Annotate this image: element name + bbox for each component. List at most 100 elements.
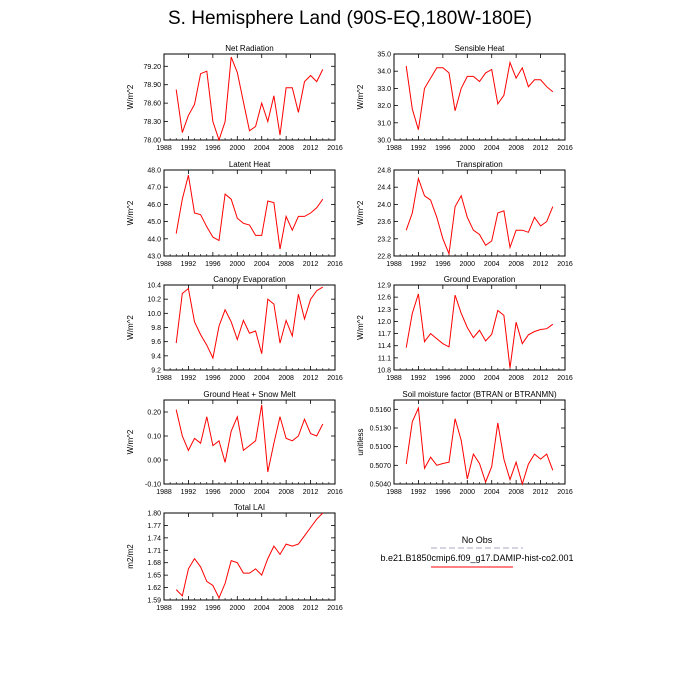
x-tick-label: 1992: [181, 605, 197, 612]
x-tick-label: 2012: [303, 145, 319, 152]
x-tick-label: 1992: [181, 145, 197, 152]
plot-frame: [393, 284, 566, 371]
y-tick-label: 1.68: [147, 560, 161, 567]
x-tick-label: 2008: [278, 605, 294, 612]
y-tick-label: 1.74: [147, 535, 161, 542]
y-axis-label: W/m^2: [356, 315, 365, 340]
x-tick-label: 2000: [459, 261, 475, 268]
x-tick-label: 2008: [508, 145, 524, 152]
y-tick-label: -0.10: [145, 482, 161, 489]
figure-title: S. Hemisphere Land (90S-EQ,180W-180E): [168, 8, 532, 29]
x-tick-label: 2012: [533, 145, 549, 152]
x-tick-label: 2008: [508, 375, 524, 382]
panel-title: Soil moisture factor (BTRAN or BTRANMN): [402, 390, 557, 399]
y-tick-label: 0.00: [147, 458, 161, 465]
panel-title: Net Radiation: [225, 44, 273, 53]
x-tick-label: 1996: [435, 261, 451, 268]
y-axis-label: W/m^2: [126, 429, 135, 454]
y-tick-label: 24.0: [377, 202, 391, 209]
y-tick-label: 10.2: [147, 297, 161, 304]
x-tick-label: 2004: [254, 375, 270, 382]
panel-title: Sensible Heat: [455, 44, 506, 53]
y-tick-label: 78.00: [143, 138, 161, 145]
y-tick-label: 0.5100: [370, 444, 392, 451]
y-tick-label: 35.0: [377, 52, 391, 59]
y-tick-label: 24.4: [377, 185, 391, 192]
y-tick-label: 1.65: [147, 573, 161, 580]
panel-net-radiation: Net Radiation 1988 1992 1996 2000 2004 2008 201…: [126, 44, 343, 152]
y-tick-label: 0.10: [147, 434, 161, 441]
y-tick-label: 1.80: [147, 511, 161, 518]
y-axis-label: unitless: [356, 428, 365, 455]
y-tick-label: 9.6: [151, 339, 161, 346]
panel-title: Total LAI: [234, 503, 265, 512]
x-tick-label: 2000: [229, 375, 245, 382]
y-tick-label: 34.0: [377, 69, 391, 76]
panel-title: Canopy Evaporation: [213, 275, 286, 284]
y-tick-label: 10.0: [147, 311, 161, 318]
y-tick-label: 23.6: [377, 219, 391, 226]
panel-ground-evaporation: Ground Evaporation 1988 1992 1996 2000 2004 20…: [356, 275, 573, 382]
panel-transpiration: Transpiration 1988 1992 1996 2000 2004 2008 201…: [356, 160, 573, 268]
y-tick-label: 12.3: [377, 307, 391, 314]
y-tick-label: 31.0: [377, 120, 391, 127]
series-line: [175, 56, 324, 142]
series-line: [405, 176, 554, 256]
x-tick-label: 2016: [327, 375, 343, 382]
series-line: [175, 404, 324, 473]
x-tick-label: 2016: [557, 145, 573, 152]
y-tick-label: 30.0: [377, 138, 391, 145]
y-tick-label: 12.6: [377, 295, 391, 302]
x-tick-label: 2012: [303, 605, 319, 612]
y-tick-label: 46.0: [147, 202, 161, 209]
panel-title: Latent Heat: [229, 160, 271, 169]
y-tick-label: 0.5070: [370, 463, 392, 470]
x-tick-label: 2012: [303, 261, 319, 268]
y-tick-label: 1.77: [147, 523, 161, 530]
legend: No Obs b.e21.B1850cmip6.f09_g17.DAMIP-hi…: [380, 535, 574, 568]
x-tick-label: 1988: [156, 145, 172, 152]
y-axis-label: W/m^2: [356, 84, 365, 109]
plot-frame: [163, 512, 336, 601]
x-tick-label: 1992: [411, 145, 427, 152]
y-tick-label: 43.0: [147, 254, 161, 261]
panel-title: Transpiration: [456, 160, 502, 169]
x-tick-label: 2004: [254, 605, 270, 612]
panel-total-lai: Total LAI 1988 1992 1996 2000 2004 2008 2012 201…: [126, 503, 343, 612]
y-tick-label: 48.0: [147, 168, 161, 175]
x-tick-label: 2016: [557, 489, 573, 496]
panel-title: Ground Evaporation: [444, 275, 516, 284]
y-tick-label: 12.0: [377, 319, 391, 326]
y-tick-label: 10.4: [147, 283, 161, 290]
series-line: [405, 293, 554, 369]
x-tick-label: 2012: [303, 375, 319, 382]
x-tick-label: 2000: [229, 605, 245, 612]
x-tick-label: 1988: [156, 489, 172, 496]
x-tick-label: 2008: [278, 489, 294, 496]
x-tick-label: 2016: [557, 375, 573, 382]
x-tick-label: 2016: [327, 145, 343, 152]
y-tick-label: 78.90: [143, 82, 161, 89]
y-tick-label: 9.4: [151, 353, 161, 360]
panel-latent-heat: Latent Heat 1988 1992 1996 2000 2004 2008 2012 2…: [126, 160, 343, 268]
y-axis-label: W/m^2: [126, 200, 135, 225]
x-tick-label: 1996: [205, 145, 221, 152]
y-tick-label: 22.8: [377, 254, 391, 261]
x-tick-label: 2016: [327, 605, 343, 612]
legend-label-no-obs: No Obs: [462, 535, 493, 545]
y-tick-label: 11.1: [378, 355, 391, 362]
panel-ground-heat-snow-melt: Ground Heat + Snow Melt 1988 1992 1996 2000 2…: [126, 390, 343, 496]
x-tick-label: 1992: [181, 489, 197, 496]
x-tick-label: 2012: [303, 489, 319, 496]
panel-title: Ground Heat + Snow Melt: [203, 390, 296, 399]
x-tick-label: 2016: [327, 261, 343, 268]
x-tick-label: 2000: [229, 261, 245, 268]
y-tick-label: 79.20: [143, 64, 161, 71]
y-tick-label: 1.59: [147, 598, 161, 605]
panel-soil-moisture-factor-btran-or-btranmn: Soil moisture factor (BTRAN or BTRANMN) 1…: [356, 390, 573, 496]
x-tick-label: 2008: [278, 375, 294, 382]
y-axis-label: W/m^2: [356, 200, 365, 225]
x-tick-label: 2004: [484, 261, 500, 268]
series-line: [405, 406, 554, 486]
